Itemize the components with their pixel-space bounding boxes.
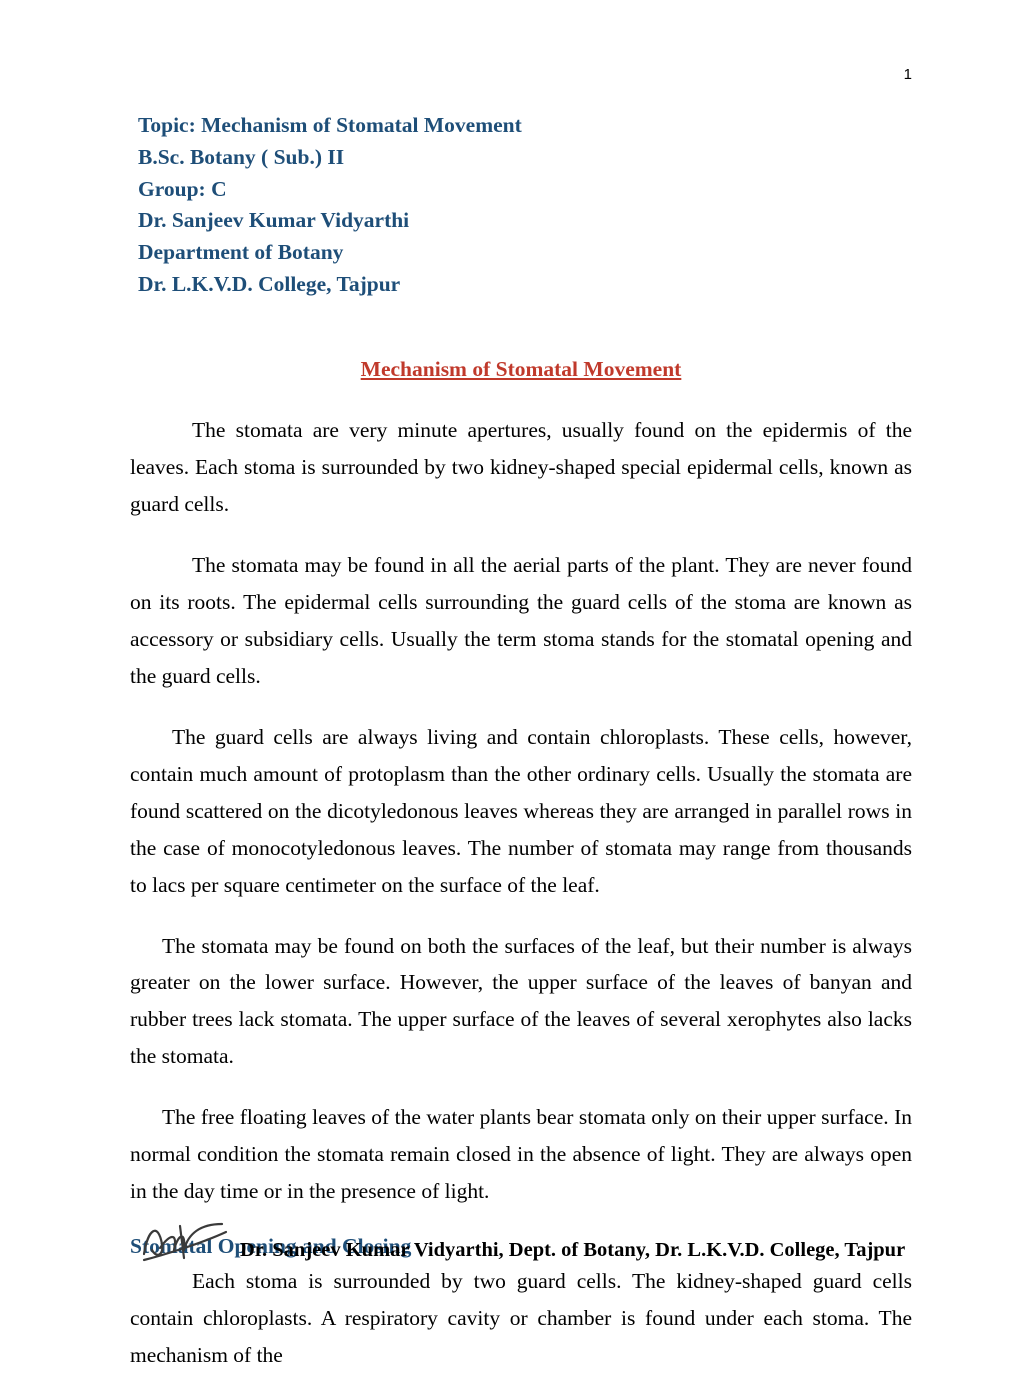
header-department: Department of Botany [138,237,912,269]
section-paragraph: Each stoma is surrounded by two guard ce… [130,1263,912,1374]
document-title: Mechanism of Stomatal Movement [130,357,912,382]
header-group: Group: C [138,174,912,206]
paragraph-1: The stomata are very minute apertures, u… [130,412,912,523]
paragraph-4: The stomata may be found on both the sur… [130,928,912,1076]
paragraph-2: The stomata may be found in all the aeri… [130,547,912,695]
page-footer: Dr. Sanjeev Kumar Vidyarthi, Dept. of Bo… [130,1214,912,1264]
header-college: Dr. L.K.V.D. College, Tajpur [138,269,912,301]
header-author: Dr. Sanjeev Kumar Vidyarthi [138,205,912,237]
paragraph-5: The free floating leaves of the water pl… [130,1099,912,1210]
signature-image [130,1214,232,1264]
paragraph-3: The guard cells are always living and co… [130,719,912,904]
page-number: 1 [904,66,912,83]
document-header: Topic: Mechanism of Stomatal Movement B.… [138,110,912,301]
header-topic: Topic: Mechanism of Stomatal Movement [138,110,912,142]
header-course: B.Sc. Botany ( Sub.) II [138,142,912,174]
footer-text: Dr. Sanjeev Kumar Vidyarthi, Dept. of Bo… [240,1239,905,1264]
